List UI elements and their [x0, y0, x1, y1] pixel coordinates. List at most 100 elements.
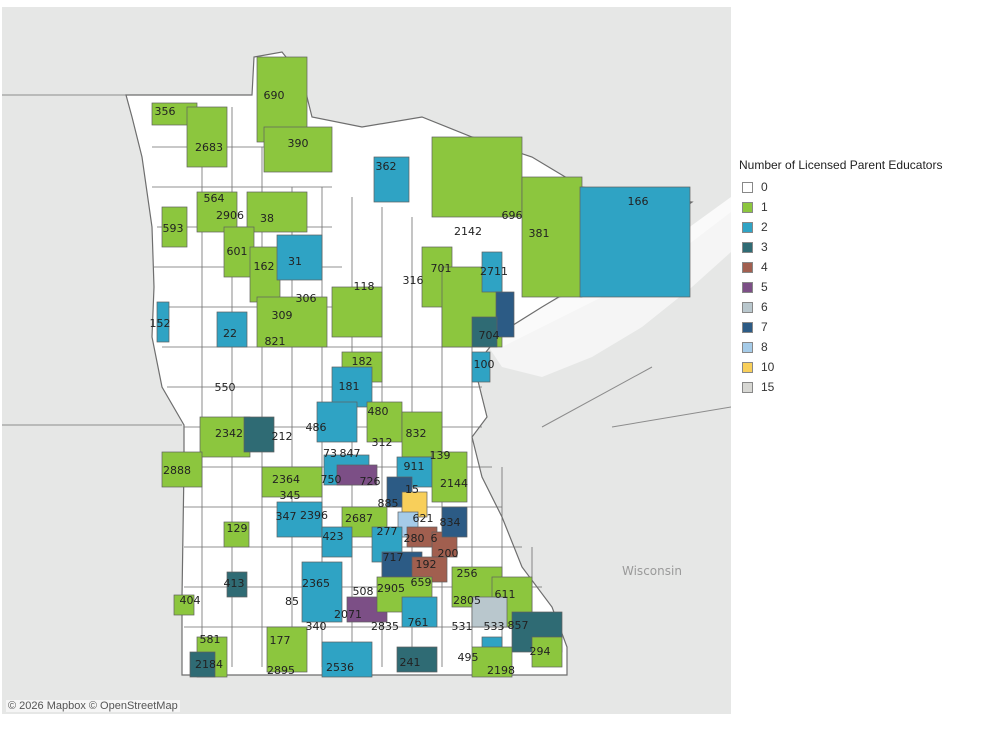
legend-item[interactable]: 2	[739, 217, 989, 237]
legend-item[interactable]: 5	[739, 277, 989, 297]
legend-label: 2	[761, 220, 768, 234]
legend-item[interactable]: 7	[739, 317, 989, 337]
legend-item[interactable]: 10	[739, 357, 989, 377]
legend-item[interactable]: 15	[739, 377, 989, 397]
district-label: 2342	[215, 427, 243, 440]
district-label: 85	[285, 595, 299, 608]
district-polygon[interactable]	[531, 636, 563, 668]
district-polygon[interactable]	[173, 594, 195, 616]
district-polygon[interactable]	[161, 451, 203, 488]
legend: Number of Licensed Parent Educators 0 1 2 3…	[739, 158, 989, 397]
district-label: 2687	[345, 512, 373, 525]
district-label: 2895	[267, 664, 295, 677]
district-label: 832	[406, 427, 427, 440]
district-label: 533	[484, 620, 505, 633]
district-polygon[interactable]	[189, 651, 216, 678]
district-polygon[interactable]	[495, 291, 515, 338]
district-polygon[interactable]	[331, 366, 373, 408]
district-label: 2536	[326, 661, 354, 674]
district-label: 750	[321, 473, 342, 486]
district-labels: 356 690 2683 390 362 564 2906 38 166 593 696 2142 38…	[150, 89, 649, 677]
district-polygon[interactable]	[471, 596, 508, 628]
district-polygon[interactable]	[471, 351, 491, 383]
district-polygon[interactable]	[276, 501, 323, 538]
district-label: 531	[452, 620, 473, 633]
district-polygon[interactable]	[161, 206, 188, 248]
legend-item[interactable]: 8	[739, 337, 989, 357]
district-polygon[interactable]	[301, 561, 343, 623]
district-label: 340	[306, 620, 327, 633]
district-label: 390	[288, 137, 309, 150]
district-label: 885	[378, 497, 399, 510]
district-polygon[interactable]	[223, 521, 250, 548]
legend-swatch	[742, 201, 753, 213]
district-label: 550	[215, 381, 236, 394]
district-polygon[interactable]	[396, 646, 438, 673]
map-attribution[interactable]: © 2026 Mapbox © OpenStreetMap	[6, 700, 180, 712]
district-polygon[interactable]	[471, 646, 513, 678]
district-label: 2835	[371, 620, 399, 633]
district-polygon[interactable]	[373, 156, 410, 203]
district-label: 166	[628, 195, 649, 208]
legend-swatch	[742, 341, 753, 353]
district-polygon[interactable]	[266, 626, 308, 673]
district-polygon[interactable]	[243, 416, 275, 453]
district-polygon[interactable]	[316, 401, 358, 443]
legend-swatch	[742, 361, 753, 373]
legend-swatch	[742, 241, 753, 253]
district-polygon[interactable]	[321, 641, 373, 678]
district-polygon[interactable]	[156, 301, 170, 343]
district-label: 139	[430, 449, 451, 462]
district-polygon[interactable]	[401, 596, 438, 628]
legend-label: 3	[761, 240, 768, 254]
district-polygon[interactable]	[431, 451, 468, 503]
district-label: 212	[272, 430, 293, 443]
district-label: 495	[458, 651, 479, 664]
lake-superior-shore	[482, 197, 731, 347]
district-polygon[interactable]	[256, 296, 328, 348]
district-polygon[interactable]	[401, 411, 443, 458]
district-polygon[interactable]	[216, 311, 248, 348]
legend-label: 7	[761, 320, 768, 334]
district-polygon[interactable]	[321, 526, 353, 558]
district-polygon[interactable]	[336, 464, 378, 486]
district-label: 601	[227, 245, 248, 258]
district-polygons	[151, 56, 691, 678]
district-polygon[interactable]	[579, 186, 691, 298]
choropleth-map[interactable]: 356 690 2683 390 362 564 2906 38 166 593 696 2142 38…	[2, 7, 731, 714]
district-polygon[interactable]	[196, 191, 238, 233]
district-polygon[interactable]	[226, 571, 248, 598]
district-label: 2144	[440, 477, 468, 490]
legend-items: 0 1 2 3 4 5 6 7 8 10 15	[739, 177, 989, 397]
district-polygon[interactable]	[223, 226, 255, 278]
legend-swatch	[742, 221, 753, 233]
legend-item[interactable]: 3	[739, 237, 989, 257]
district-polygon[interactable]	[246, 191, 308, 233]
district-polygon[interactable]	[471, 316, 498, 348]
district-polygon[interactable]	[331, 286, 383, 338]
district-polygon[interactable]	[431, 136, 523, 218]
district-label: 821	[265, 335, 286, 348]
legend-item[interactable]: 0	[739, 177, 989, 197]
district-polygon[interactable]	[276, 234, 323, 281]
district-polygon[interactable]	[249, 246, 281, 303]
district-label: 241	[400, 656, 421, 669]
legend-item[interactable]: 1	[739, 197, 989, 217]
legend-item[interactable]: 4	[739, 257, 989, 277]
district-label: 2071	[334, 608, 362, 621]
district-label: 704	[479, 329, 500, 342]
district-polygon[interactable]	[186, 106, 228, 168]
legend-item[interactable]: 6	[739, 297, 989, 317]
district-polygon[interactable]	[481, 251, 503, 293]
district-label: 911	[404, 460, 425, 473]
legend-label: 4	[761, 260, 768, 274]
district-polygon[interactable]	[263, 126, 333, 173]
district-polygon[interactable]	[521, 176, 583, 298]
district-polygon[interactable]	[199, 416, 251, 458]
district-label: 312	[372, 436, 393, 449]
district-label: 280	[404, 532, 425, 545]
district-polygon[interactable]	[261, 466, 323, 498]
district-polygon[interactable]	[441, 506, 468, 538]
legend-swatch	[742, 261, 753, 273]
district-label: 362	[376, 160, 397, 173]
